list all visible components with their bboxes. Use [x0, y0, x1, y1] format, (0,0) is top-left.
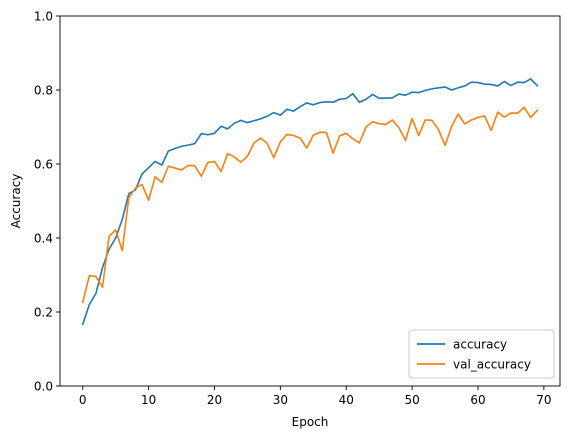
x-tick-label: 40	[339, 393, 354, 407]
series-line-accuracy	[81, 78, 539, 326]
legend-label-accuracy: accuracy	[453, 338, 507, 352]
axes-frame	[59, 15, 561, 387]
y-tick-label: 0.6	[34, 158, 53, 172]
legend-label-val-accuracy: val_accuracy	[453, 358, 531, 372]
legend-box	[408, 329, 555, 379]
x-tick-label: 30	[273, 393, 288, 407]
legend: accuracy val_accuracy	[408, 329, 555, 379]
x-tick-label: 60	[470, 393, 485, 407]
y-tick-label: 0.8	[34, 84, 53, 98]
x-axis-label: Epoch	[292, 415, 329, 429]
x-tick-label: 10	[141, 393, 156, 407]
y-axis-label: Accuracy	[9, 174, 23, 229]
y-tick-label: 0.0	[34, 380, 53, 394]
y-tick-label: 1.0	[34, 10, 53, 24]
y-axis: 0.0 0.2 0.4 0.6 0.8 1.0	[34, 10, 60, 394]
x-tick-label: 20	[207, 393, 222, 407]
x-tick-label: 50	[404, 393, 419, 407]
x-tick-label: 0	[79, 393, 87, 407]
y-tick-label: 0.2	[34, 306, 53, 320]
x-tick-label: 70	[536, 393, 551, 407]
plot-area	[59, 15, 561, 387]
x-axis: 0 10 20 30 40 50 60 70	[79, 386, 552, 407]
y-tick-label: 0.4	[34, 232, 53, 246]
series-line-val-accuracy	[81, 106, 539, 304]
